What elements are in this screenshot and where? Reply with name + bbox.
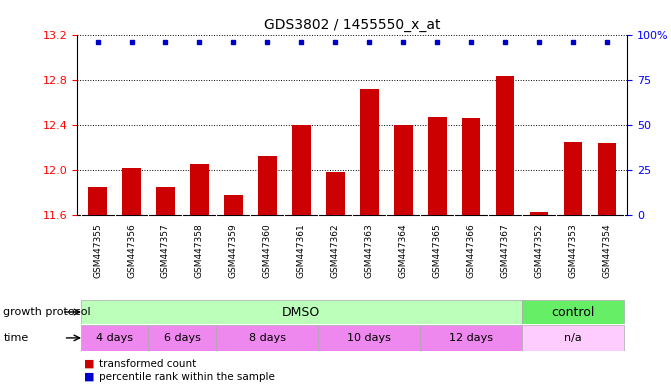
Text: GSM447359: GSM447359	[229, 223, 238, 278]
Bar	[224, 195, 243, 215]
Text: percentile rank within the sample: percentile rank within the sample	[99, 372, 274, 382]
Bar	[258, 156, 276, 215]
Bar	[326, 172, 345, 215]
Bar	[156, 187, 175, 215]
Bar	[420, 325, 522, 351]
Bar	[522, 325, 624, 351]
Bar	[81, 300, 522, 324]
Text: GSM447352: GSM447352	[535, 223, 544, 278]
Bar	[522, 300, 624, 324]
Bar	[122, 168, 141, 215]
Bar	[462, 118, 480, 215]
Text: 6 days: 6 days	[164, 333, 201, 343]
Text: GSM447358: GSM447358	[195, 223, 204, 278]
Text: time: time	[3, 333, 29, 343]
Text: GSM447362: GSM447362	[331, 223, 340, 278]
Bar	[496, 76, 515, 215]
Bar	[318, 325, 420, 351]
Text: control: control	[552, 306, 595, 318]
Text: GSM447353: GSM447353	[568, 223, 578, 278]
Text: GSM447356: GSM447356	[127, 223, 136, 278]
Text: GSM447357: GSM447357	[161, 223, 170, 278]
Text: GSM447365: GSM447365	[433, 223, 442, 278]
Bar	[529, 212, 548, 215]
Text: 8 days: 8 days	[249, 333, 286, 343]
Text: GSM447354: GSM447354	[603, 223, 611, 278]
Bar	[292, 125, 311, 215]
Text: GSM447366: GSM447366	[466, 223, 476, 278]
Text: n/a: n/a	[564, 333, 582, 343]
Bar	[360, 89, 378, 215]
Title: GDS3802 / 1455550_x_at: GDS3802 / 1455550_x_at	[264, 18, 441, 32]
Text: 12 days: 12 days	[449, 333, 493, 343]
Text: transformed count: transformed count	[99, 359, 196, 369]
Text: 4 days: 4 days	[96, 333, 133, 343]
Text: 10 days: 10 days	[348, 333, 391, 343]
Bar	[88, 187, 107, 215]
Bar	[598, 143, 617, 215]
Text: GSM447364: GSM447364	[399, 223, 408, 278]
Text: GSM447367: GSM447367	[501, 223, 509, 278]
Bar	[148, 325, 217, 351]
Bar	[428, 117, 446, 215]
Text: GSM447361: GSM447361	[297, 223, 306, 278]
Bar	[217, 325, 318, 351]
Text: growth protocol: growth protocol	[3, 307, 91, 317]
Text: GSM447360: GSM447360	[263, 223, 272, 278]
Text: DMSO: DMSO	[282, 306, 321, 318]
Text: ■: ■	[84, 372, 95, 382]
Bar	[394, 125, 413, 215]
Text: GSM447355: GSM447355	[93, 223, 102, 278]
Bar	[81, 325, 148, 351]
Text: GSM447363: GSM447363	[365, 223, 374, 278]
Text: ■: ■	[84, 359, 95, 369]
Bar	[564, 142, 582, 215]
Bar	[190, 164, 209, 215]
